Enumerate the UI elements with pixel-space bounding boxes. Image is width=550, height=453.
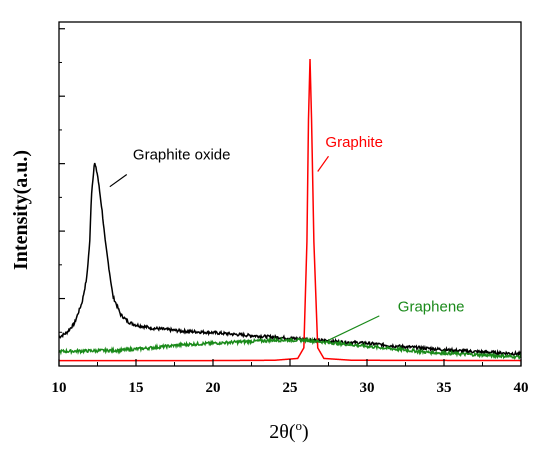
x-axis-label-main: 2θ( — [269, 421, 296, 443]
x-axis-label-end: ) — [302, 421, 309, 443]
x-tick-label: 40 — [514, 380, 529, 396]
y-axis-label: Intensity(a.u.) — [10, 150, 32, 270]
annotation-leaders — [109, 155, 380, 341]
axis-ticks — [58, 28, 522, 366]
annotation-leader-line — [317, 155, 329, 172]
x-tick-labels: 10 15 20 25 30 35 40 — [52, 380, 529, 396]
x-tick-label: 10 — [52, 380, 67, 396]
x-tick-label: 30 — [360, 380, 375, 396]
annotation-graphene: Graphene — [398, 298, 465, 315]
annotation-leader-line — [109, 174, 128, 188]
x-tick-label: 35 — [437, 380, 452, 396]
annotation-leader-line — [328, 315, 380, 341]
x-axis-label-sup: o — [296, 418, 303, 433]
x-tick-label: 20 — [206, 380, 221, 396]
x-tick-label: 15 — [129, 380, 144, 396]
series-line-graphene — [58, 336, 522, 361]
series-line-graphite — [59, 58, 521, 362]
plot-series — [58, 58, 522, 362]
x-tick-label: 25 — [283, 380, 298, 396]
x-axis-label: 2θ(o) — [269, 418, 308, 443]
annotation-graphite: Graphite — [325, 134, 383, 151]
series-line-graphite-oxide — [58, 162, 522, 357]
annotations: Graphite oxide Graphite Graphene — [133, 134, 465, 315]
annotation-graphite-oxide: Graphite oxide — [133, 146, 231, 163]
